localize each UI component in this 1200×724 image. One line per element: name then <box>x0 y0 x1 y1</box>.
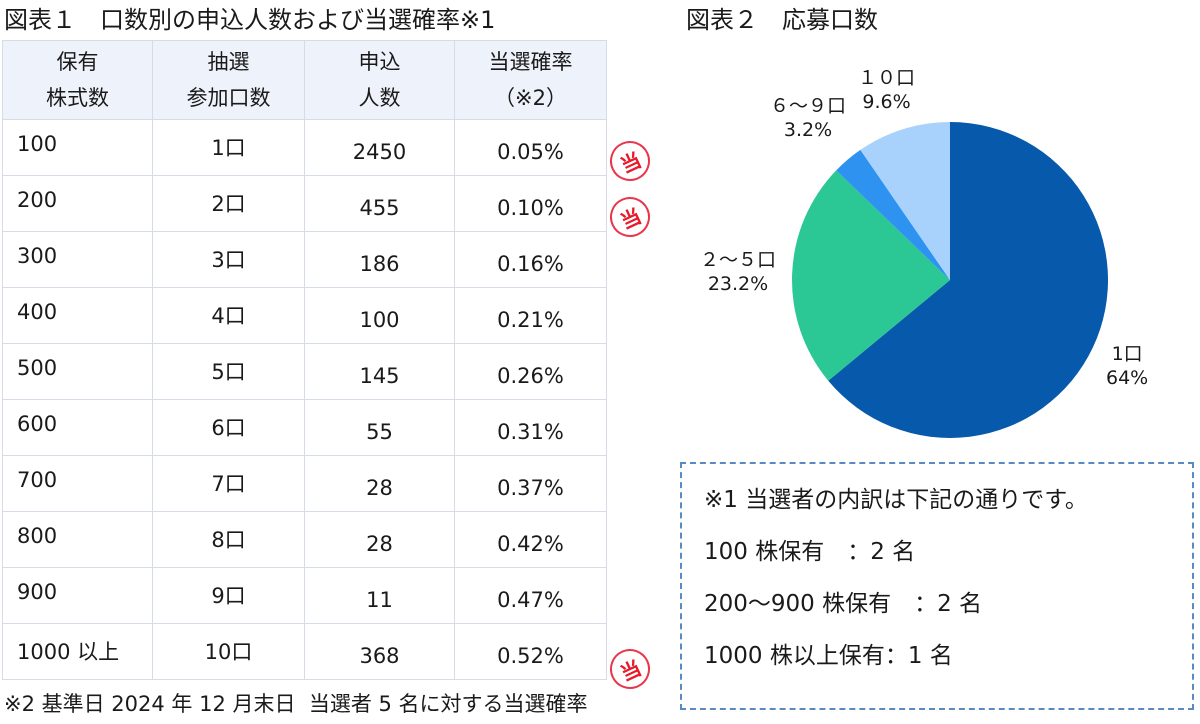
cell-units: 4口 <box>211 304 246 328</box>
header-units: 抽選 参加口数 <box>152 40 305 120</box>
table1-title: 図表１ 口数別の申込人数および当選確率※1 <box>4 6 496 34</box>
cell-applicants: 55 <box>366 420 393 444</box>
cell-rate: 0.47% <box>497 588 564 612</box>
cell-shares: 500 <box>17 356 58 380</box>
table-row: 100 1口 2450 0.05% <box>2 119 607 176</box>
cell-applicants: 28 <box>366 532 393 556</box>
pie-label-2-5: ２～５口 23.2% <box>700 249 777 295</box>
application-table: 保有 株式数 抽選 参加口数 申込 人数 当選確率 （※2） 100 1口 2450 0.05… <box>2 40 607 680</box>
winner-stamp-icon: 当 <box>603 642 657 696</box>
cell-applicants: 28 <box>366 476 393 500</box>
cell-units: 3口 <box>211 248 246 272</box>
cell-shares: 100 <box>17 132 58 156</box>
table-row: 400 4口 100 0.21% <box>2 287 607 344</box>
cell-units: 9口 <box>211 584 246 608</box>
table-row: 300 3口 186 0.16% <box>2 231 607 288</box>
table-row: 900 9口 11 0.47% <box>2 567 607 624</box>
cell-units: 5口 <box>211 360 246 384</box>
pie-slice-10 <box>860 122 950 280</box>
cell-shares: 600 <box>17 412 58 436</box>
pie-slice-6-9 <box>836 149 950 280</box>
table-row: 700 7口 28 0.37% <box>2 455 607 512</box>
header-rate: 当選確率 （※2） <box>454 40 607 120</box>
cell-shares: 700 <box>17 468 58 492</box>
cell-units: 2口 <box>211 192 246 216</box>
table-header-row: 保有 株式数 抽選 参加口数 申込 人数 当選確率 （※2） <box>2 40 607 120</box>
cell-units: 1口 <box>211 136 246 160</box>
cell-rate: 0.52% <box>497 644 564 668</box>
pie-slice-1 <box>828 122 1108 438</box>
cell-rate: 0.16% <box>497 252 564 276</box>
cell-shares: 300 <box>17 244 58 268</box>
cell-applicants: 368 <box>359 644 400 668</box>
cell-units: 6口 <box>211 416 246 440</box>
cell-applicants: 100 <box>359 308 400 332</box>
pie-label-1: 1口 64% <box>1106 343 1149 389</box>
pie-label-10: １０口 9.6% <box>858 67 916 113</box>
note-line-heading: ※1 当選者の内訳は下記の通りです。 <box>704 487 1088 513</box>
cell-rate: 0.10% <box>497 196 564 220</box>
winner-stamp-icon: 当 <box>603 190 657 244</box>
winners-note-box: ※1 当選者の内訳は下記の通りです。 100 株保有 ：2 名 200～900 … <box>680 462 1194 710</box>
cell-rate: 0.26% <box>497 364 564 388</box>
cell-rate: 0.31% <box>497 420 564 444</box>
cell-rate: 0.21% <box>497 308 564 332</box>
table-row: 500 5口 145 0.26% <box>2 343 607 400</box>
header-applicants: 申込 人数 <box>304 40 455 120</box>
cell-shares: 900 <box>17 580 58 604</box>
cell-rate: 0.05% <box>497 140 564 164</box>
table-row: 800 8口 28 0.42% <box>2 511 607 568</box>
cell-shares: 200 <box>17 188 58 212</box>
cell-applicants: 11 <box>366 588 393 612</box>
pie-chart <box>792 122 1108 438</box>
cell-applicants: 145 <box>359 364 400 388</box>
table-row: 1000 以上 10口 368 0.52% <box>2 623 607 680</box>
table-footnote: ※2 基準日 2024 年 12 月末日 当選者 5 名に対する当選確率 <box>4 692 588 716</box>
pie-slice-2-5 <box>792 170 950 381</box>
cell-shares: 400 <box>17 300 58 324</box>
cell-rate: 0.42% <box>497 532 564 556</box>
cell-units: 8口 <box>211 528 246 552</box>
note-line-100: 100 株保有 ：2 名 <box>704 539 916 565</box>
cell-applicants: 455 <box>359 196 400 220</box>
note-line-200-900: 200～900 株保有 ：2 名 <box>704 591 983 617</box>
cell-shares: 800 <box>17 524 58 548</box>
cell-units: 7口 <box>211 472 246 496</box>
cell-units: 10口 <box>204 640 253 664</box>
winner-stamp-icon: 当 <box>603 134 657 188</box>
pie-label-6-9: ６～９口 3.2% <box>770 95 847 141</box>
header-shares: 保有 株式数 <box>2 40 153 120</box>
note-line-1000: 1000 株以上保有：1 名 <box>704 643 953 669</box>
cell-applicants: 186 <box>359 252 400 276</box>
table-row: 200 2口 455 0.10% <box>2 175 607 232</box>
cell-shares: 1000 以上 <box>17 640 120 664</box>
table-row: 600 6口 55 0.31% <box>2 399 607 456</box>
chart2-title: 図表２ 応募口数 <box>686 6 878 34</box>
cell-applicants: 2450 <box>352 140 407 164</box>
cell-rate: 0.37% <box>497 476 564 500</box>
